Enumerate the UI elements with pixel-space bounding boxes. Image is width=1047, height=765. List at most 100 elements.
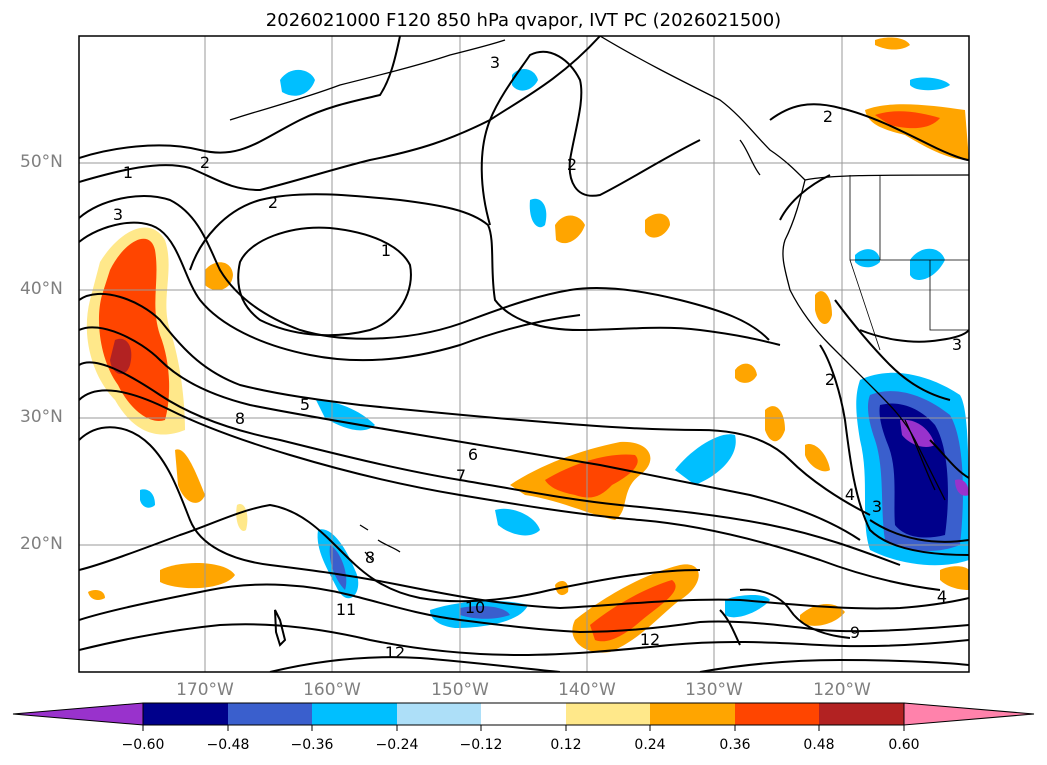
positive-anomaly-patch [940,566,969,590]
contour-line [779,174,831,221]
contour-label: 3 [952,335,962,354]
contour-line [834,299,951,401]
colorbar [12,702,1035,731]
contour-label: 4 [937,587,947,606]
colorbar-max-extend [903,702,1035,726]
contour-line [79,623,969,657]
positive-anomaly-patch [875,37,910,50]
colorbar-segment [481,703,566,725]
positive-anomaly-patch [88,590,105,600]
positive-anomaly-patch [555,215,585,244]
lat-label: 20°N [20,534,63,554]
contour-label: 1 [381,241,391,260]
negative-anomaly-patch-core [460,606,510,619]
contour-label: 10 [465,598,485,617]
contour-label: 6 [468,445,478,464]
colorbar-tick-label: 0.12 [550,737,582,753]
colorbar-segment [228,703,312,725]
lon-label: 150°W [431,680,489,700]
colorbar-tick-label: 0.24 [634,737,666,753]
contour-line [699,658,969,672]
positive-anomaly-patch [205,262,233,291]
contour-label: 12 [385,643,405,662]
negative-anomaly-patch [910,248,945,280]
lon-label: 120°W [813,680,871,700]
contour-line [79,292,871,516]
contour-label: 5 [300,395,310,414]
colorbar-segment [566,703,650,725]
colorbar-segment [650,703,735,725]
colorbar-segment [819,703,904,725]
contour-label: 12 [640,630,660,649]
contour-line [79,503,701,603]
borders [849,175,969,351]
contour-labels: 1 2 3 2 2 1 3 2 5 6 7 8 10 11 12 12 9 4 … [113,53,962,662]
negative-anomaly-patch [512,68,538,91]
contour-label: 8 [365,548,375,567]
lat-label: 50°N [20,152,63,172]
colorbar-segment [143,703,228,725]
positive-anomaly-west-pacific-core [98,238,170,421]
contour-label: 2 [200,153,210,172]
positive-anomaly-patch [175,449,205,503]
ivt-contours [79,36,969,672]
colorbar-tick-label: −0.48 [206,737,250,753]
colorbar-segment [397,703,481,725]
contour-label: 7 [456,466,466,485]
contour-label: 2 [268,193,278,212]
positive-anomaly-patch [815,291,832,325]
negative-anomaly-patch [140,489,155,508]
positive-anomaly-patch [805,444,830,472]
map-title: 2026021000 F120 850 hPa qvapor, IVT PC (… [265,10,782,31]
contour-line [859,329,969,343]
contour-line [929,439,969,479]
negative-anomaly-southwest-us-peak [955,479,969,496]
positive-anomaly-subtropical-core [545,454,638,498]
contour-line [739,588,851,639]
lat-label: 30°N [20,407,63,427]
colorbar-tick-label: −0.12 [459,737,503,753]
map-frame [78,35,970,673]
colorbar-segment [735,703,819,725]
positive-anomaly-northeast-core [875,111,940,129]
map-gridlines [79,36,969,672]
positive-anomaly-patch [800,604,845,626]
lon-label: 170°W [176,680,234,700]
contour-line [79,583,969,634]
contour-line [480,50,701,226]
colorbar-tick-label: −0.36 [290,737,334,753]
positive-anomaly-southern-core [590,580,676,642]
contour-line [189,193,781,346]
contour-line [79,36,401,159]
colorbar-tick-label: −0.60 [121,737,165,753]
contour-label: 3 [113,205,123,224]
contour-label: 3 [490,53,500,72]
contour-line [79,326,861,541]
contour-line [719,609,741,646]
contour-label: 1 [123,163,133,182]
contour-line [269,656,561,672]
contour-line [819,344,969,556]
colorbar-tick-label: 0.48 [803,737,835,753]
contour-line [79,36,601,192]
lon-label: 160°W [303,680,361,700]
positive-anomaly-areas [86,37,969,653]
negative-anomaly-patch [316,400,375,431]
colorbar-frame [142,702,905,726]
contour-line [79,426,969,610]
contour-line [274,609,287,647]
lon-label: 130°W [685,680,743,700]
contour-label: 11 [336,600,356,619]
contour-label: 2 [825,370,835,389]
colorbar-segment [312,703,397,725]
contour-label: 9 [850,623,860,642]
contour-line [79,221,581,362]
contour-line [237,226,412,337]
negative-anomaly-areas [140,68,969,628]
contour-line [869,519,969,543]
negative-anomaly-patch [675,434,736,485]
positive-anomaly-patch [645,213,670,238]
contour-line [769,103,969,161]
negative-anomaly-patch [529,198,547,228]
